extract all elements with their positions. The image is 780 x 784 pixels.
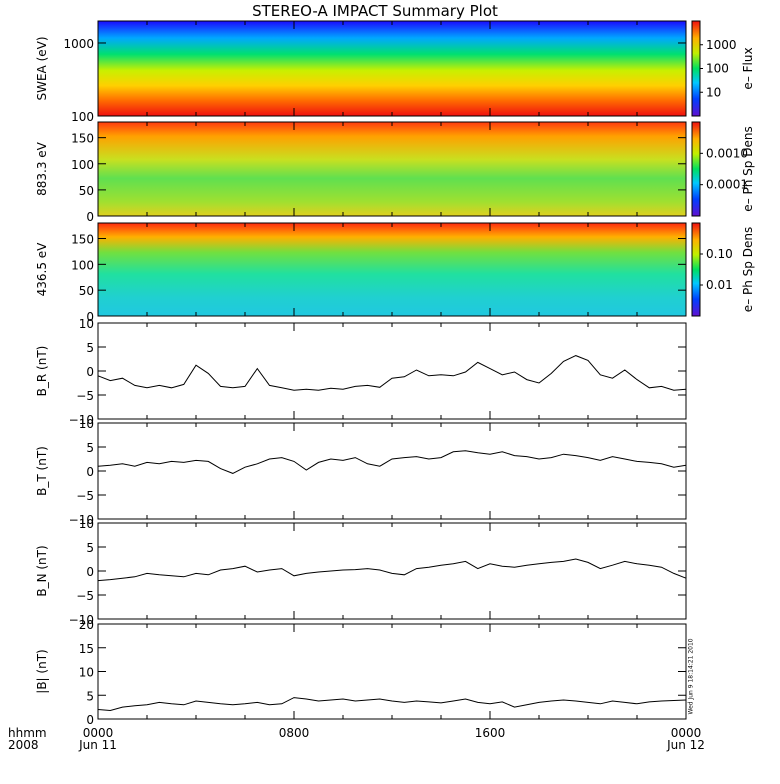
y-axis-label: B_T (nT) xyxy=(35,446,49,496)
timestamp-note: Wed Jun 9 18:14:21 2010 xyxy=(686,626,695,716)
colorbar-tick-label: 0.0010 xyxy=(706,146,748,160)
time-tick-label: 0000 xyxy=(83,726,114,740)
y-axis-label: 436.5 eV xyxy=(35,242,49,297)
colorbar-tick-label: 100 xyxy=(706,62,729,76)
panel-6: 20 15 10 5 0 |B| (nT) xyxy=(35,618,687,727)
y-axis-label: SWEA (eV) xyxy=(35,36,49,100)
y-tick-label: 1000 xyxy=(63,37,94,51)
spectrogram-fill-2 xyxy=(98,223,686,316)
y-tick-label: −10 xyxy=(69,513,94,527)
y-tick-label: −10 xyxy=(69,413,94,427)
series-line-3 xyxy=(97,355,687,391)
colorbar-1 xyxy=(691,121,701,217)
series-line-5 xyxy=(97,558,687,582)
y-axis-label: 883.3 eV xyxy=(35,141,49,196)
colorbar-label: e– Ph Sp Dens xyxy=(741,126,755,211)
panel-frame xyxy=(97,422,687,520)
y-tick-label: 0 xyxy=(86,565,94,579)
panel-4: 10 5 0 −5 −10 B_T (nT) xyxy=(35,417,687,527)
y-tick-label: −5 xyxy=(76,389,94,403)
y-tick-label: −10 xyxy=(69,613,94,627)
time-tick-date: Jun 12 xyxy=(666,738,705,752)
y-tick-label: 10 xyxy=(79,666,94,680)
time-tick-label: 0800 xyxy=(279,726,310,740)
colorbar-tick-label: 10 xyxy=(706,85,721,99)
panel-3: 10 5 0 −5 −10 B_R (nT) xyxy=(35,317,687,427)
colorbar-2 xyxy=(691,222,701,317)
y-axis-label: B_N (nT) xyxy=(35,545,49,596)
y-tick-label: 0 xyxy=(86,713,94,727)
y-tick-label: −5 xyxy=(76,589,94,603)
y-tick-label: 10 xyxy=(79,417,94,431)
y-tick-label: 5 xyxy=(86,541,94,555)
spectrogram-fill-0 xyxy=(98,21,686,116)
y-tick-label: 5 xyxy=(86,441,94,455)
y-tick-label: 100 xyxy=(71,110,94,124)
y-tick-label: 100 xyxy=(71,258,94,272)
panel-frame xyxy=(97,623,687,720)
time-corner-bottom: 2008 xyxy=(8,738,39,752)
panel-5: 10 5 0 −5 −10 B_N (nT) xyxy=(35,517,687,627)
timestamp-text: Wed Jun 9 18:14:21 2010 xyxy=(687,638,695,715)
y-tick-label: 150 xyxy=(71,233,94,247)
y-tick-label: 150 xyxy=(71,132,94,146)
y-tick-label: 0 xyxy=(86,210,94,224)
colorbar-0 xyxy=(691,20,701,117)
y-tick-label: −5 xyxy=(76,489,94,503)
panel-frame xyxy=(97,522,687,620)
y-tick-label: 0 xyxy=(86,310,94,324)
y-axis-label: |B| (nT) xyxy=(35,649,49,693)
figure-title: STEREO-A IMPACT Summary Plot xyxy=(252,2,498,20)
y-tick-label: 10 xyxy=(79,317,94,331)
time-corner-top: hhmm xyxy=(8,726,47,740)
y-tick-label: 20 xyxy=(79,618,94,632)
time-tick-label: 1600 xyxy=(475,726,506,740)
colorbar-label: e– Flux xyxy=(741,47,755,89)
y-tick-label: 100 xyxy=(71,158,94,172)
panel-2: 0.10 0.01 e– Ph Sp Dens 150 100 50 0 436.5 eV xyxy=(35,222,755,324)
y-axis-label: B_R (nT) xyxy=(35,346,49,397)
y-tick-label: 0 xyxy=(86,365,94,379)
colorbar-tick-label: 0.01 xyxy=(706,278,733,292)
colorbar-tick-label: 0.10 xyxy=(706,247,733,261)
colorbar-label: e– Ph Sp Dens xyxy=(741,227,755,312)
time-tick-label: 0000 xyxy=(671,726,702,740)
colorbar-tick-label: 1000 xyxy=(706,38,737,52)
y-tick-label: 5 xyxy=(86,341,94,355)
panel-frame xyxy=(97,322,687,420)
y-tick-label: 50 xyxy=(79,184,94,198)
series-line-4 xyxy=(97,450,687,474)
y-tick-label: 15 xyxy=(79,642,94,656)
time-tick-date: Jun 11 xyxy=(78,738,117,752)
series-line-6 xyxy=(97,697,687,712)
panel-0: 1000 100 10 e– Flux 1000 100 SWEA (eV) xyxy=(35,20,755,124)
y-tick-label: 10 xyxy=(79,517,94,531)
y-tick-label: 5 xyxy=(86,689,94,703)
colorbar-tick-label: 0.0001 xyxy=(706,178,748,192)
y-tick-label: 50 xyxy=(79,284,94,298)
spectrogram-fill-1 xyxy=(98,122,686,216)
y-tick-label: 0 xyxy=(86,465,94,479)
